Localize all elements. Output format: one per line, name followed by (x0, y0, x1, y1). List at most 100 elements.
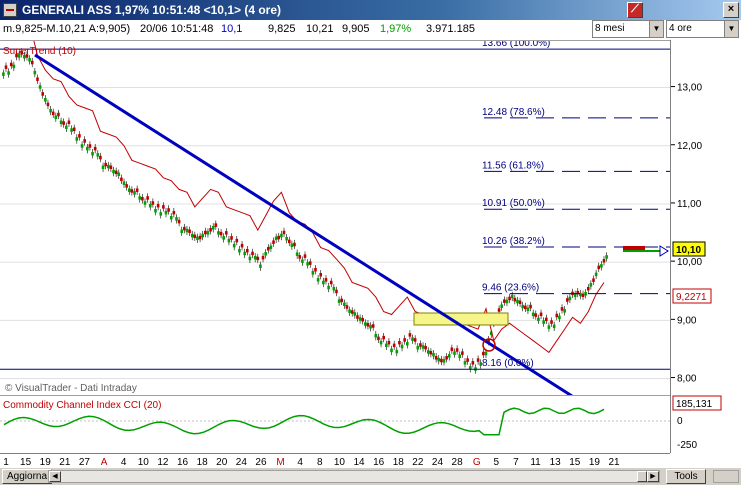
candle (440, 358, 443, 363)
chevron-down-icon[interactable]: ▼ (649, 21, 663, 37)
date-tick-label: 24 (432, 457, 444, 468)
candle (269, 245, 273, 249)
candle (36, 77, 39, 81)
candle (343, 302, 346, 306)
candle (287, 239, 291, 244)
candle (222, 236, 225, 240)
tool-icon[interactable]: ⟋ (627, 2, 643, 18)
candle (46, 102, 50, 107)
downtrend-line[interactable] (34, 53, 573, 398)
candle (586, 286, 590, 291)
date-tick-label: 4 (297, 457, 303, 468)
candle (259, 264, 262, 268)
candle (463, 361, 467, 365)
scroll-left-icon[interactable]: ◀ (49, 471, 61, 482)
candle (214, 223, 218, 227)
resize-grip-icon[interactable] (713, 470, 739, 483)
candle (243, 251, 246, 256)
candle (308, 261, 312, 265)
candle (109, 165, 113, 170)
quote-datetime: 20/06 10:51:48 (140, 23, 214, 35)
candle (190, 233, 194, 238)
candle (193, 234, 197, 239)
tools-button[interactable]: Tools (666, 469, 706, 484)
candle (125, 184, 128, 188)
chevron-down-icon[interactable]: ▼ (724, 21, 738, 37)
date-tick-label: 20 (216, 457, 228, 468)
candle (445, 356, 448, 360)
candle (461, 351, 464, 355)
candle (41, 92, 45, 96)
candle (33, 70, 37, 75)
candle (99, 155, 102, 160)
candle (364, 322, 367, 326)
candle (453, 351, 456, 355)
candle (374, 333, 378, 338)
cci-pane[interactable]: Commodity Channel Index CCI (20) (0, 395, 670, 453)
candle (434, 356, 438, 360)
candle (455, 348, 459, 352)
candle (38, 85, 42, 89)
cci-chart[interactable]: Commodity Channel Index CCI (20) (0, 396, 670, 454)
fib-level-label: 10.26 (38.2%) (482, 236, 545, 247)
period-select[interactable]: 8 mesi ▼ (592, 20, 664, 38)
candle (573, 293, 577, 298)
candle (324, 278, 328, 282)
candle (424, 345, 427, 350)
aggiorna-button[interactable]: Aggiorna (2, 469, 53, 484)
candle (15, 53, 18, 58)
candle (130, 189, 134, 193)
date-tick-label: 11 (530, 457, 541, 468)
candle (327, 285, 330, 290)
candle (390, 348, 393, 353)
candle (114, 170, 118, 175)
interval-select-value: 4 ore (669, 23, 692, 34)
scroll-right-icon[interactable]: ▶ (647, 471, 659, 482)
candle (526, 307, 530, 312)
supertrend-tag (672, 288, 712, 304)
candle (86, 146, 89, 151)
price-chart-pane[interactable]: 13.66 (100.0%) 12.48 (78.6%) 11.56 (61.8%)… (0, 14, 670, 398)
interval-select[interactable]: 4 ore ▼ (666, 20, 739, 38)
candle (335, 289, 338, 294)
date-tick-label: G (473, 457, 481, 468)
candle (151, 201, 155, 205)
candle (295, 252, 299, 256)
supertrend-label: SuperTrend (10) (3, 46, 76, 57)
supertrend-line (5, 14, 605, 354)
date-tick-label: 19 (589, 457, 601, 468)
candle (75, 137, 79, 141)
fib-level-label: 9.46 (23.6%) (482, 283, 539, 294)
candle (25, 54, 29, 58)
horizontal-scrollbar[interactable]: ◀ ▶ (48, 470, 660, 483)
candle (232, 243, 236, 248)
title-bar: GENERALI ASS 1,97% 10:51:48 <10,1> (4 or… (0, 0, 741, 20)
candle (146, 196, 149, 200)
cci-tick-minus250: -250 (677, 440, 697, 451)
close-icon[interactable]: × (723, 2, 739, 18)
date-tick-label: 21 (59, 457, 71, 468)
candle (537, 317, 540, 322)
quote-max: 10,21 (306, 23, 334, 35)
date-tick-label: 26 (255, 457, 267, 468)
price-tick-label: 11,00 (677, 199, 702, 210)
candle (303, 254, 307, 258)
price-chart[interactable]: 13.66 (100.0%) 12.48 (78.6%) 11.56 (61.8%)… (0, 14, 670, 398)
fib-level-label: 10.91 (50.0%) (482, 198, 545, 209)
date-tick-label: 27 (79, 457, 91, 468)
candle (513, 297, 517, 302)
candle (225, 231, 228, 235)
candle (88, 144, 92, 148)
candle (579, 292, 582, 297)
cci-tick-zero: 0 (677, 416, 683, 427)
supertrend-tag-text: 9,2271 (676, 292, 707, 303)
scroll-thumb[interactable] (637, 471, 647, 482)
date-tick-label: 13 (550, 457, 562, 468)
price-tick-label: 9,00 (677, 315, 697, 326)
date-tick-label: 16 (373, 457, 385, 468)
candle (175, 217, 178, 221)
candle (201, 233, 205, 238)
candle (167, 208, 170, 212)
candle (238, 248, 241, 253)
date-tick-label: 4 (121, 457, 127, 468)
